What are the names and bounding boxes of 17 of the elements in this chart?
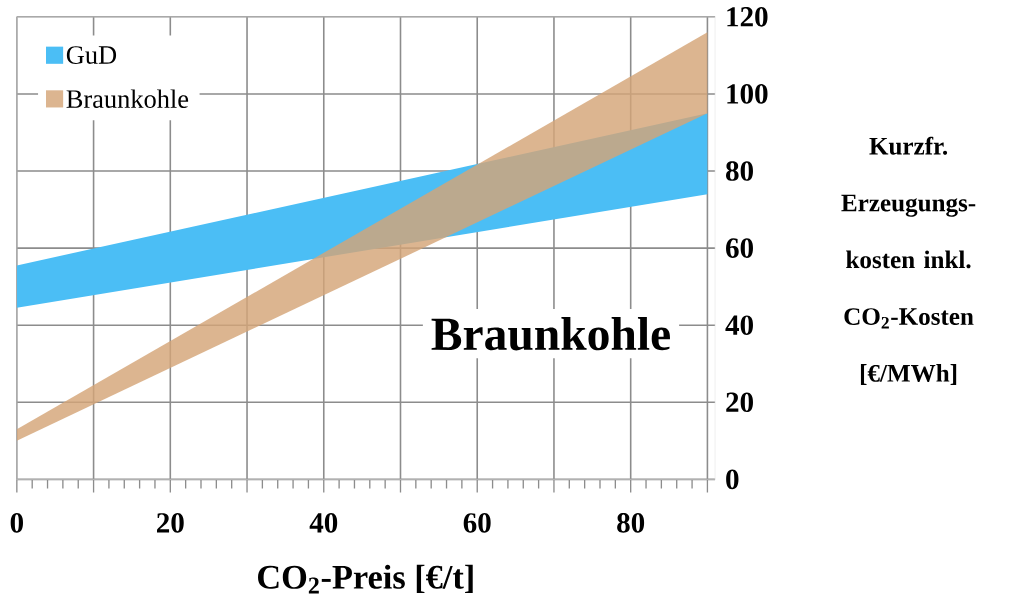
legend-label: GuD <box>66 46 117 64</box>
x-tick-label: 60 <box>463 512 491 533</box>
x-tick-label: 0 <box>10 512 23 533</box>
x-axis-title: CO$_{2}$-Preis [€/t] <box>258 564 473 594</box>
x-tick-label: 20 <box>157 512 184 533</box>
x-tick-label: 40 <box>309 512 338 533</box>
y-tick-label: 20 <box>726 392 753 412</box>
y-tick-label: 80 <box>726 161 753 181</box>
y-tick-label: 120 <box>727 6 768 27</box>
x-tick-label: 80 <box>617 512 645 533</box>
y-tick-label: 40 <box>725 315 753 335</box>
text: Kurzfr. Erzeugungs-kosten inkl. CO$_{2}$-Kosten [€/MWh] <box>841 136 976 385</box>
annotation: Braunkohle <box>431 316 670 351</box>
y-tick-label: 0 <box>726 469 739 490</box>
legend-label: Braunkohle <box>66 89 189 108</box>
y-tick-label: 100 <box>727 84 768 104</box>
y-tick-label: 60 <box>726 238 753 258</box>
